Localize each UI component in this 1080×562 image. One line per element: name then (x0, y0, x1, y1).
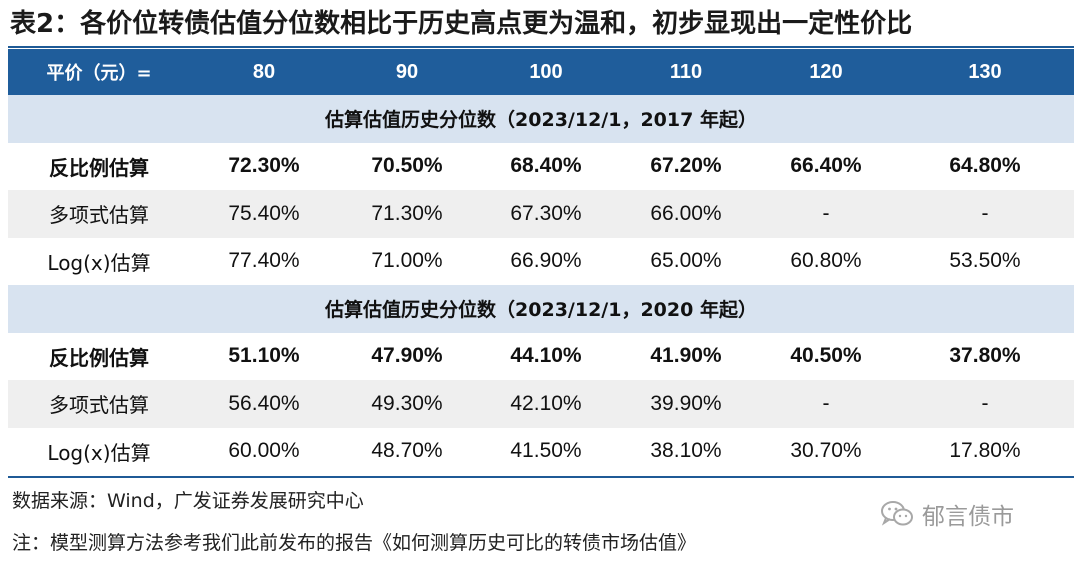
table-title: 表2：各价位转债估值分位数相比于历史高点更为温和，初步显现出一定性价比 (10, 9, 913, 39)
cell-value: 71.00% (371, 249, 443, 273)
cell-value: 66.40% (790, 154, 862, 178)
cell-value: 60.80% (790, 249, 862, 273)
cell-value: 37.80% (949, 344, 1021, 368)
cell-value: 40.50% (790, 344, 862, 368)
cell-value: 17.80% (949, 439, 1021, 463)
cell-value: 49.30% (338, 380, 476, 428)
cell-value: 38.10% (650, 439, 722, 463)
row-label: 多项式估算 (8, 190, 190, 238)
cell-value: 42.10% (476, 380, 616, 428)
cell-value: - (896, 380, 1074, 428)
header-col-100: 100 (476, 49, 616, 95)
cell-value: 39.90% (616, 380, 756, 428)
bottom-rule (8, 476, 1074, 478)
cell-value: 67.20% (650, 154, 722, 178)
section-title: 估算估值历史分位数（2023/12/1，2017 年起） (8, 95, 1074, 143)
cell-value: 66.90% (510, 249, 582, 273)
cell-value: 41.50% (510, 439, 582, 463)
row-label: Log(x)估算 (47, 250, 151, 275)
cell-value: 77.40% (228, 249, 300, 273)
table-row: 反比例估算 72.30% 70.50% 68.40% 67.20% 66.40%… (8, 143, 1074, 191)
section-title: 估算估值历史分位数（2023/12/1，2020 年起） (8, 285, 1074, 333)
cell-value: 75.40% (190, 190, 338, 238)
cell-value: 65.00% (650, 249, 722, 273)
cell-value: 48.70% (371, 439, 443, 463)
watermark-text: 郁言债市 (922, 504, 1014, 530)
header-col-120: 120 (756, 49, 896, 95)
cell-value: 41.90% (650, 344, 722, 368)
methodology-note: 注：模型测算方法参考我们此前发布的报告《如何测算历史可比的转债市场估值》 (12, 532, 697, 554)
row-label: 反比例估算 (49, 155, 149, 180)
table-row: Log(x)估算 77.40% 71.00% 66.90% 65.00% 60.… (8, 238, 1074, 286)
cell-value: 71.30% (338, 190, 476, 238)
data-source-note: 数据来源：Wind，广发证券发展研究中心 (12, 490, 364, 512)
cell-value: 64.80% (949, 154, 1021, 178)
table-row: 反比例估算 51.10% 47.90% 44.10% 41.90% 40.50%… (8, 333, 1074, 381)
row-label: 反比例估算 (49, 345, 149, 370)
cell-value: - (756, 190, 896, 238)
section-header-2020: 估算估值历史分位数（2023/12/1，2020 年起） (8, 285, 1074, 333)
cell-value: - (756, 380, 896, 428)
cell-value: 51.10% (228, 344, 300, 368)
table-row: 多项式估算 56.40% 49.30% 42.10% 39.90% - - (8, 380, 1074, 428)
table-row: Log(x)估算 60.00% 48.70% 41.50% 38.10% 30.… (8, 428, 1074, 476)
header-col-90: 90 (338, 49, 476, 95)
table-row: 多项式估算 75.40% 71.30% 67.30% 66.00% - - (8, 190, 1074, 238)
header-col-80: 80 (190, 49, 338, 95)
cell-value: 47.90% (371, 344, 443, 368)
cell-value: 68.40% (510, 154, 582, 178)
header-label: 平价（元）= (8, 49, 190, 95)
row-label: 多项式估算 (8, 380, 190, 428)
cell-value: 70.50% (371, 154, 443, 178)
cell-value: 30.70% (790, 439, 862, 463)
header-row: 平价（元）= 80 90 100 110 120 130 (8, 49, 1074, 95)
top-rule (8, 46, 1074, 48)
cell-value: - (896, 190, 1074, 238)
section-header-2017: 估算估值历史分位数（2023/12/1，2017 年起） (8, 95, 1074, 143)
header-col-130: 130 (896, 49, 1074, 95)
cell-value: 67.30% (476, 190, 616, 238)
cell-value: 72.30% (228, 154, 300, 178)
cell-value: 53.50% (949, 249, 1021, 273)
wechat-icon (881, 501, 913, 526)
header-col-110: 110 (616, 49, 756, 95)
cell-value: 44.10% (510, 344, 582, 368)
cell-value: 56.40% (190, 380, 338, 428)
valuation-percentile-table: 平价（元）= 80 90 100 110 120 130 估算估值历史分位数（2… (8, 49, 1074, 475)
cell-value: 66.00% (616, 190, 756, 238)
cell-value: 60.00% (228, 439, 300, 463)
row-label: Log(x)估算 (47, 440, 151, 465)
watermark: 郁言债市 (880, 498, 1014, 530)
